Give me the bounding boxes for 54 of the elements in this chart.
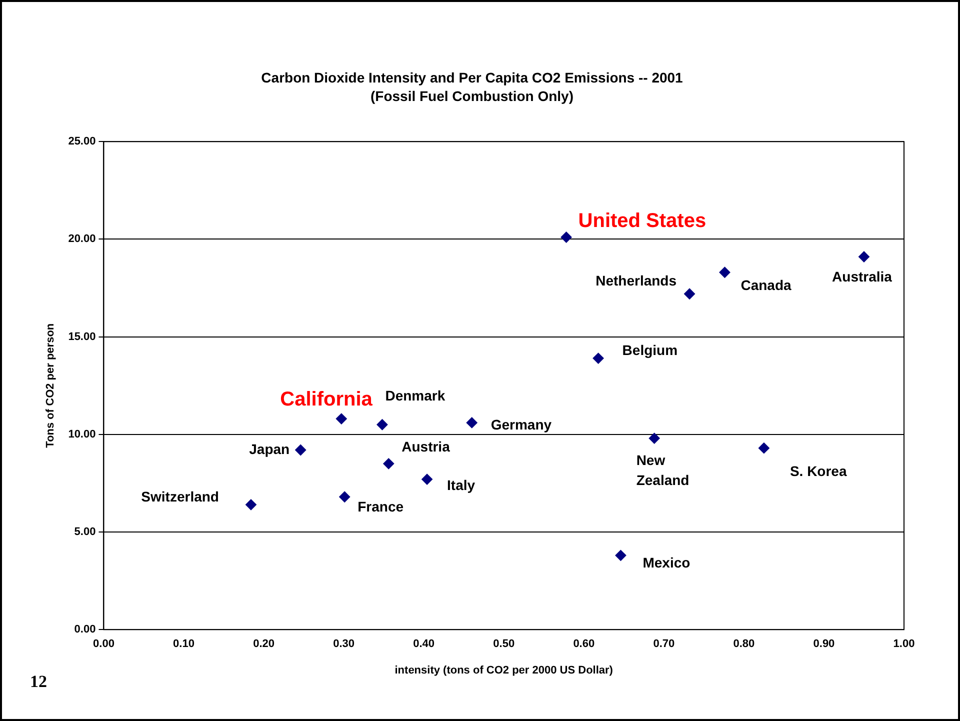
point — [719, 266, 730, 278]
point — [758, 442, 770, 454]
x-tick-label: 0.40 — [413, 638, 435, 650]
chart-subtitle: (Fossil Fuel Combustion Only) — [370, 88, 574, 104]
series-label: Mexico — [642, 554, 690, 570]
series-label: France — [358, 498, 404, 515]
point — [684, 288, 696, 300]
y-tick-label: 0.00 — [74, 624, 96, 636]
point — [592, 352, 604, 364]
x-tick-label: 1.00 — [893, 638, 915, 650]
point — [339, 491, 350, 502]
point — [295, 444, 306, 456]
point — [245, 499, 256, 510]
series-label: Canada — [740, 277, 792, 294]
series-label: California — [280, 388, 374, 410]
point — [648, 432, 660, 444]
x-tick-label: 0.60 — [573, 638, 595, 650]
series-label: Belgium — [622, 342, 678, 358]
series-label: Netherlands — [596, 272, 677, 289]
series-label: Australia — [832, 268, 892, 285]
x-tick-label: 0.80 — [733, 638, 755, 650]
y-tick-label: 15.00 — [68, 330, 96, 343]
point — [383, 458, 394, 470]
point — [466, 417, 478, 428]
y-tick-label: 20.00 — [68, 233, 96, 246]
point — [376, 419, 388, 430]
x-tick-label: 0.90 — [813, 638, 835, 650]
point — [615, 550, 626, 561]
y-tick-label: 5.00 — [74, 526, 96, 538]
y-tick-label: 10.00 — [68, 428, 96, 440]
point — [858, 251, 870, 262]
y-tick-label: 25.00 — [68, 136, 96, 148]
series-label: Denmark — [385, 388, 446, 404]
series-label: S. Korea — [790, 462, 847, 479]
series-label: United States — [578, 210, 706, 232]
x-tick-label: 0.30 — [333, 638, 355, 650]
series-label: Switzerland — [141, 488, 219, 505]
series-label: Japan — [249, 440, 290, 457]
x-tick-label: 0.50 — [493, 638, 515, 650]
point — [560, 232, 572, 243]
x-tick-label: 0.10 — [173, 638, 194, 650]
point — [336, 413, 347, 424]
point — [422, 474, 433, 485]
x-tick-label: 0.00 — [93, 638, 114, 650]
x-axis-title: intensity (tons of CO2 per 2000 US Dollar) — [394, 664, 614, 676]
x-tick-label: 0.70 — [653, 638, 675, 650]
x-tick-label: 0.20 — [253, 638, 274, 650]
y-axis-title: Tons of CO2 per person — [44, 323, 57, 448]
series-label: Italy — [447, 477, 476, 494]
series-label: Austria — [402, 438, 450, 455]
series-label: New Zealand — [636, 452, 690, 488]
series-label: Germany — [490, 416, 552, 433]
chart-title: Carbon Dioxide Intensity and Per Capita CO2 Emissions -- 2001 — [261, 69, 684, 86]
text: 12 — [30, 672, 47, 692]
